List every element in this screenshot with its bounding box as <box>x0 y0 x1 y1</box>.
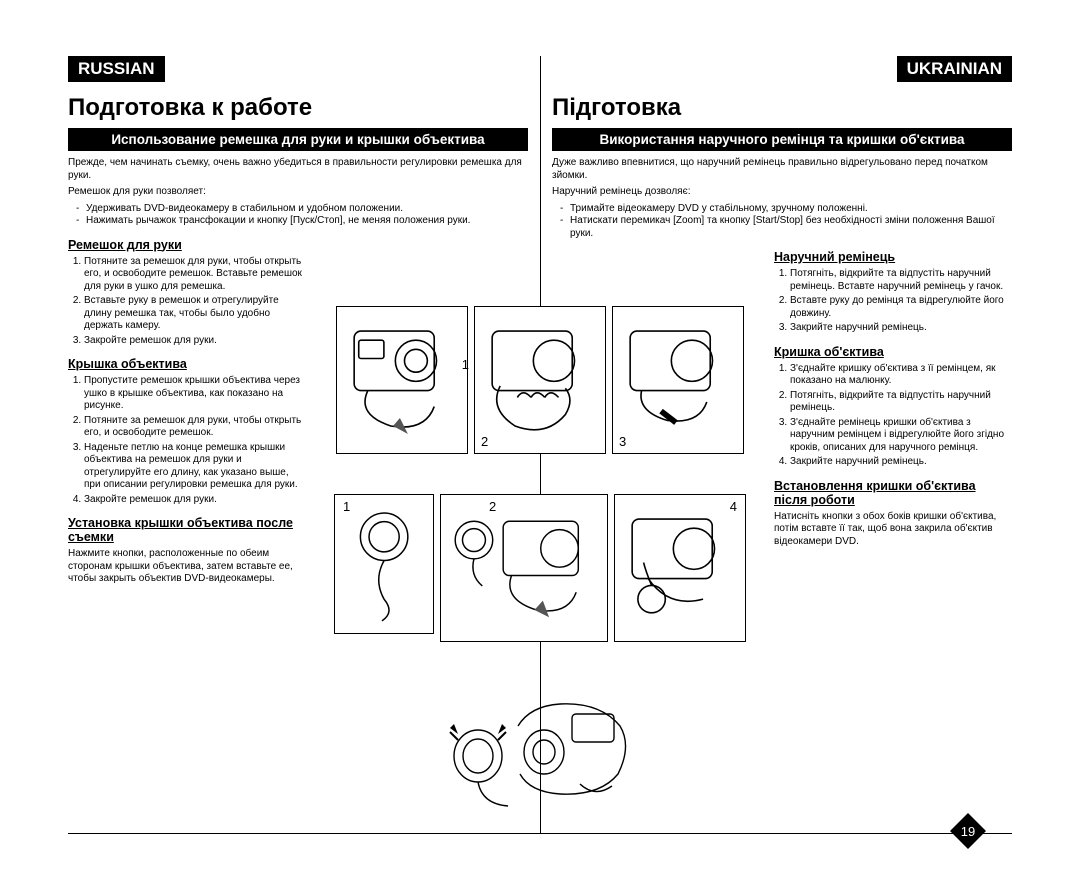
step-number: 1 <box>343 499 350 514</box>
step-item: Вставьте руку в ремешок и отрегулируйте … <box>84 295 306 333</box>
illustration-strap-1: 1 <box>336 306 468 454</box>
section-bar-left: Использование ремешка для руки и крышки … <box>68 128 528 151</box>
left-narrow-content: Ремешок для руки Потяните за ремешок для… <box>68 238 306 586</box>
lang-badge-russian: RUSSIAN <box>68 56 165 82</box>
camera-close-icon <box>621 316 735 444</box>
illustration-strap-2: 2 <box>474 306 606 454</box>
illustration-lens-1: 1 <box>334 494 434 634</box>
camera-final-icon <box>623 504 737 632</box>
right-narrow-content: Наручний ремінець Потягніть, відкрийте т… <box>774 250 1012 548</box>
illustration-lens-2: 2 <box>440 494 608 642</box>
illustration-attach-cover <box>440 686 640 821</box>
step-item: Закрийте наручний ремінець. <box>790 322 1012 335</box>
intro-text: Прежде, чем начинать съемку, очень важно… <box>68 157 528 182</box>
camera-cap-strap-icon <box>451 504 597 632</box>
subheading-strap: Ремешок для руки <box>68 238 306 252</box>
bullet-list: Удерживать DVD-видеокамеру в стабильном … <box>76 203 528 228</box>
step-item: Закройте ремешок для руки. <box>84 335 306 348</box>
bullet-item: Тримайте відеокамеру DVD у стабільному, … <box>560 203 1012 216</box>
intro-text: Ремешок для руки позволяет: <box>68 186 528 199</box>
step-item: Закройте ремешок для руки. <box>84 494 306 507</box>
illustration-row-lens: 1 2 4 <box>334 494 746 642</box>
step-item: Пропустите ремешок крышки объектива чере… <box>84 375 306 413</box>
section-bar-right: Використання наручного ремінця та кришки… <box>552 128 1012 151</box>
step-number: 2 <box>489 499 496 514</box>
camera-cap-attach-icon <box>440 686 640 816</box>
heading-left: Подготовка к работе <box>68 94 528 122</box>
step-item: Наденьте петлю на конце ремешка крышки о… <box>84 442 306 492</box>
illustration-lens-4: 4 <box>614 494 746 642</box>
step-item: З'єднайте кришку об'єктива з її ремінцем… <box>790 363 1012 388</box>
step-item: Вставте руку до ремінця та відрегулюйте … <box>790 295 1012 320</box>
intro-text: Дуже важливо впевнитися, що наручний рем… <box>552 157 1012 182</box>
step-item: Потягніть, відкрийте та відпустіть наруч… <box>790 268 1012 293</box>
steps-list: Пропустите ремешок крышки объектива чере… <box>68 375 306 506</box>
manual-page: RUSSIAN Подготовка к работе Использовани… <box>68 56 1012 834</box>
bullet-list: Тримайте відеокамеру DVD у стабільному, … <box>560 203 1012 241</box>
steps-list: Потяните за ремешок для руки, чтобы откр… <box>68 256 306 348</box>
page-number: 19 <box>961 824 975 839</box>
step-number: 4 <box>730 499 737 514</box>
lang-badge-ukrainian: UKRAINIAN <box>897 56 1012 82</box>
step-item: Закрийте наручний ремінець. <box>790 456 1012 469</box>
camera-hand-icon <box>483 316 597 444</box>
step-item: Потяните за ремешок для руки, чтобы откр… <box>84 256 306 294</box>
step-item: Потяните за ремешок для руки, чтобы откр… <box>84 415 306 440</box>
step-number: 2 <box>481 434 488 449</box>
camera-strap-icon <box>345 316 459 444</box>
heading-right: Підготовка <box>552 94 1012 122</box>
body-text: Нажмите кнопки, расположенные по обеим с… <box>68 548 306 586</box>
page-number-badge: 19 <box>948 811 988 851</box>
step-number: 3 <box>619 434 626 449</box>
bullet-item: Натискати перемикач [Zoom] та кнопку [St… <box>560 215 1012 240</box>
step-number: 1 <box>462 357 469 372</box>
step-item: Потягніть, відкрийте та відпустіть наруч… <box>790 390 1012 415</box>
subheading-strap: Наручний ремінець <box>774 250 1012 264</box>
illustration-strap-3: 3 <box>612 306 744 454</box>
intro-text: Наручний ремінець дозволяє: <box>552 186 1012 199</box>
subheading-lens-cover: Кришка об'єктива <box>774 345 1012 359</box>
subheading-attach-cover: Установка крышки объектива после съемки <box>68 516 306 544</box>
bullet-item: Нажимать рычажок трансфокации и кнопку [… <box>76 215 528 228</box>
subheading-lens-cover: Крышка объектива <box>68 357 306 371</box>
body-text: Натисніть кнопки з обох боків кришки об'… <box>774 511 1012 549</box>
steps-list: З'єднайте кришку об'єктива з її ремінцем… <box>774 363 1012 469</box>
step-item: З'єднайте ремінець кришки об'єктива з на… <box>790 417 1012 455</box>
illustration-row-strap: 1 2 3 <box>336 306 744 454</box>
lens-cap-thread-icon <box>341 503 427 624</box>
steps-list: Потягніть, відкрийте та відпустіть наруч… <box>774 268 1012 335</box>
subheading-attach-cover: Встановлення кришки об'єктива після робо… <box>774 479 1012 507</box>
bullet-item: Удерживать DVD-видеокамеру в стабильном … <box>76 203 528 216</box>
